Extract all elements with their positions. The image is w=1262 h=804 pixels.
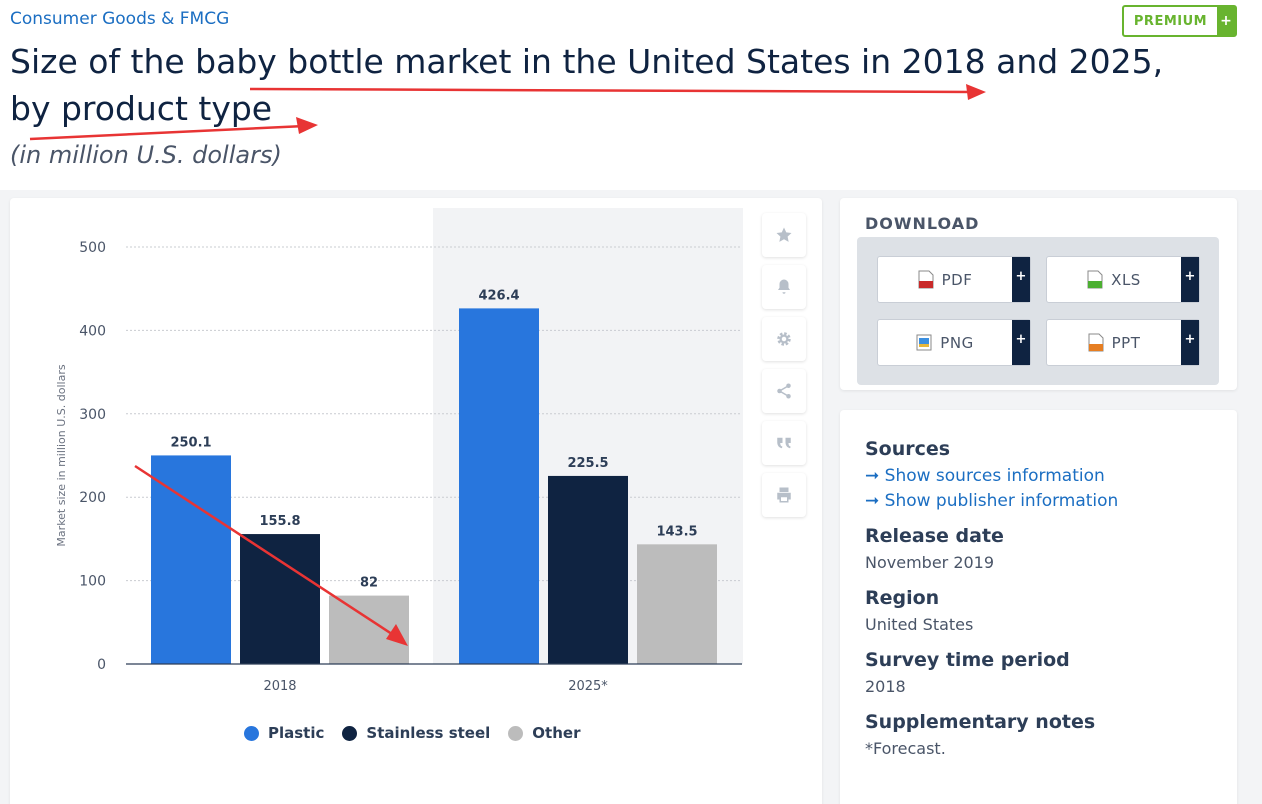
premium-badge[interactable]: PREMIUM + (1122, 5, 1237, 37)
bar (548, 475, 628, 664)
legend-label-stainless-steel: Stainless steel (366, 724, 491, 742)
share-icon (777, 383, 791, 399)
pdf-plus-icon: + (1012, 257, 1030, 302)
quote-icon (777, 437, 791, 449)
category-link[interactable]: Consumer Goods & FMCG (10, 9, 230, 29)
download-ppt-button[interactable]: PPT + (1046, 319, 1200, 366)
legend-swatch-stainless-steel (342, 725, 358, 741)
show-publisher-link[interactable]: ➞ Show publisher information (865, 491, 1119, 511)
legend-swatch-plastic (244, 725, 259, 741)
legend-item-stainless-steel[interactable]: Stainless steel (342, 724, 490, 742)
y-tick-label: 200 (79, 490, 106, 506)
cite-button[interactable] (762, 421, 806, 465)
star-icon (776, 227, 792, 242)
legend-swatch-other (508, 725, 524, 741)
page-subtitle: (in million U.S. dollars) (10, 141, 282, 169)
bar (637, 544, 717, 664)
x-tick-label: 2025* (568, 679, 608, 694)
gear-icon (777, 332, 791, 346)
sources-heading: Sources (865, 438, 951, 460)
info-panel: Sources ➞ Show sources information ➞ Sho… (865, 438, 1225, 773)
data-label: 426.4 (478, 288, 519, 303)
download-png-label: PNG (940, 333, 974, 352)
annotation-arrowhead (386, 624, 408, 646)
release-date-value: November 2019 (865, 553, 995, 572)
favorite-button[interactable] (762, 213, 806, 257)
download-png-button[interactable]: PNG + (877, 319, 1031, 366)
supplementary-notes-value: *Forecast. (865, 739, 946, 758)
y-tick-label: 300 (79, 407, 106, 423)
download-ppt-label: PPT (1111, 333, 1141, 352)
annotation-arrow-line (134, 464, 399, 640)
notification-button[interactable] (762, 265, 806, 309)
page-title: Size of the baby bottle market in the Un… (10, 42, 1164, 128)
y-tick-label: 0 (97, 657, 106, 673)
info-card (840, 410, 1237, 804)
bar (151, 455, 231, 664)
header-band (0, 0, 1262, 190)
share-button[interactable] (762, 369, 806, 413)
print-icon (777, 487, 791, 503)
region-value: United States (865, 615, 974, 634)
download-xls-button[interactable]: XLS + (1046, 256, 1200, 303)
xls-plus-icon: + (1181, 257, 1199, 302)
png-file-icon (916, 334, 932, 351)
legend-item-plastic[interactable]: Plastic (244, 724, 324, 742)
release-date-heading: Release date (865, 525, 1004, 547)
data-label: 82 (360, 576, 378, 591)
data-label: 250.1 (170, 435, 211, 450)
data-label: 143.5 (656, 524, 697, 539)
survey-period-heading: Survey time period (865, 649, 1070, 671)
png-plus-icon: + (1012, 320, 1030, 365)
legend-item-other[interactable]: Other (508, 724, 580, 742)
premium-plus-icon: + (1217, 7, 1235, 35)
y-axis-label: Market size in million U.S. dollars (55, 364, 68, 546)
chart-toolbar (762, 213, 806, 517)
y-tick-label: 500 (79, 240, 106, 256)
data-label: 225.5 (567, 456, 608, 471)
bell-icon (778, 279, 790, 294)
bar (459, 308, 539, 664)
settings-button[interactable] (762, 317, 806, 361)
supplementary-notes-heading: Supplementary notes (865, 711, 1096, 733)
data-label: 155.8 (259, 514, 300, 529)
xls-file-icon (1087, 270, 1103, 289)
download-heading: DOWNLOAD (865, 214, 980, 233)
pdf-file-icon (918, 270, 934, 289)
bar (240, 534, 320, 664)
y-tick-label: 400 (79, 323, 106, 339)
show-sources-link[interactable]: ➞ Show sources information (865, 466, 1105, 486)
x-tick-label: 2018 (263, 679, 296, 694)
chart-legend: Plastic Stainless steel Other (244, 724, 580, 742)
download-pdf-label: PDF (941, 270, 973, 289)
legend-label-plastic: Plastic (268, 724, 325, 742)
premium-label: PREMIUM (1133, 13, 1208, 29)
legend-label-other: Other (532, 724, 581, 742)
survey-period-value: 2018 (865, 677, 906, 696)
ppt-file-icon (1088, 333, 1104, 352)
download-xls-label: XLS (1111, 270, 1141, 289)
y-tick-label: 100 (79, 574, 106, 590)
download-pdf-button[interactable]: PDF + (877, 256, 1031, 303)
print-button[interactable] (762, 473, 806, 517)
bar-chart: 0 100 200 300 400 500 Market size in million U… (55, 208, 743, 694)
ppt-plus-icon: + (1181, 320, 1199, 365)
region-heading: Region (865, 587, 940, 609)
